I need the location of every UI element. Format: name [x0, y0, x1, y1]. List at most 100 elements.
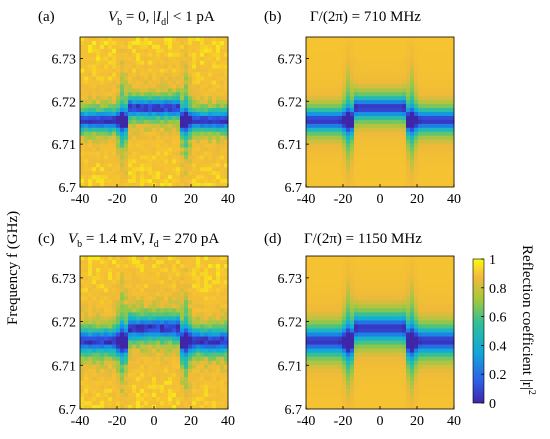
heatmap-cell [346, 365, 350, 369]
heatmap-cell [136, 108, 140, 112]
heatmap-cell [100, 41, 104, 45]
heatmap-cell [322, 132, 326, 136]
heatmap-cell [188, 260, 192, 264]
heatmap-cell [204, 256, 208, 260]
heatmap-cell [362, 397, 366, 401]
heatmap-cell [104, 304, 108, 308]
heatmap-cell [346, 345, 350, 349]
heatmap-cell [80, 373, 84, 377]
heatmap-cell [330, 308, 334, 312]
heatmap-cell [108, 76, 112, 80]
heatmap-cell [374, 76, 378, 80]
heatmap-cell [192, 373, 196, 377]
heatmap-cell [366, 84, 370, 88]
heatmap-cell [342, 179, 346, 183]
heatmap-cell [192, 116, 196, 120]
heatmap-cell [148, 84, 152, 88]
heatmap-cell [172, 268, 176, 272]
heatmap-cell [314, 53, 318, 57]
heatmap-cell [346, 377, 350, 381]
heatmap-cell [212, 256, 216, 260]
heatmap-cell [156, 92, 160, 96]
heatmap-cell [168, 316, 172, 320]
heatmap-cell [144, 124, 148, 128]
heatmap-cell [132, 120, 136, 124]
heatmap-cell [140, 104, 144, 108]
heatmap-cell [310, 112, 314, 116]
heatmap-cell [196, 361, 200, 365]
heatmap-cell [180, 377, 184, 381]
heatmap-cell [180, 320, 184, 324]
heatmap-cell [310, 397, 314, 401]
heatmap-cell [394, 104, 398, 108]
heatmap-cell [100, 167, 104, 171]
heatmap-cell [212, 61, 216, 65]
heatmap-cell [390, 179, 394, 183]
heatmap-cell [100, 288, 104, 292]
heatmap-cell [362, 132, 366, 136]
heatmap-cell [374, 361, 378, 365]
heatmap-cell [446, 96, 450, 100]
heatmap-cell [112, 284, 116, 288]
heatmap-cell [152, 80, 156, 84]
heatmap-cell [374, 264, 378, 268]
heatmap-cell [156, 179, 160, 183]
heatmap-cell [434, 65, 438, 69]
heatmap-cell [120, 92, 124, 96]
heatmap-cell [88, 304, 92, 308]
heatmap-cell [358, 300, 362, 304]
heatmap-cell [310, 104, 314, 108]
heatmap-cell [390, 65, 394, 69]
heatmap-cell [418, 151, 422, 155]
heatmap-cell [362, 349, 366, 353]
heatmap-cell [156, 69, 160, 73]
heatmap-cell [188, 136, 192, 140]
heatmap-cell [132, 167, 136, 171]
heatmap-cell [172, 61, 176, 65]
heatmap-cell [88, 320, 92, 324]
heatmap-cell [334, 292, 338, 296]
heatmap-cell [402, 151, 406, 155]
heatmap-cell [212, 260, 216, 264]
heatmap-cell [152, 73, 156, 77]
heatmap-cell [310, 84, 314, 88]
heatmap-cell [84, 345, 88, 349]
heatmap-cell [350, 349, 354, 353]
heatmap-cell [366, 397, 370, 401]
heatmap-cell [204, 341, 208, 345]
heatmap-cell [168, 132, 172, 136]
heatmap-cell [374, 100, 378, 104]
heatmap-cell [354, 304, 358, 308]
heatmap-cell [120, 401, 124, 405]
heatmap-cell [382, 116, 386, 120]
heatmap-cell [306, 37, 310, 41]
heatmap-cell [326, 312, 330, 316]
heatmap-cell [112, 37, 116, 41]
heatmap-cell [184, 88, 188, 92]
heatmap-cell [180, 175, 184, 179]
heatmap-cell [112, 349, 116, 353]
heatmap-cell [148, 45, 152, 49]
heatmap-cell [144, 324, 148, 328]
heatmap-cell [216, 120, 220, 124]
heatmap-cell [366, 136, 370, 140]
heatmap-cell [164, 377, 168, 381]
heatmap-cell [160, 45, 164, 49]
heatmap-cell [338, 148, 342, 152]
heatmap-cell [212, 163, 216, 167]
heatmap-cell [390, 69, 394, 73]
heatmap-cell [378, 112, 382, 116]
heatmap-cell [434, 136, 438, 140]
heatmap-cell [100, 171, 104, 175]
heatmap-cell [330, 140, 334, 144]
heatmap-cell [168, 53, 172, 57]
heatmap-cell [120, 112, 124, 116]
heatmap-cell [362, 264, 366, 268]
heatmap-cell [430, 144, 434, 148]
heatmap-cell [184, 108, 188, 112]
heatmap-cell [200, 357, 204, 361]
heatmap-cell [148, 88, 152, 92]
heatmap-cell [414, 159, 418, 163]
heatmap-cell [208, 112, 212, 116]
heatmap-cell [330, 341, 334, 345]
